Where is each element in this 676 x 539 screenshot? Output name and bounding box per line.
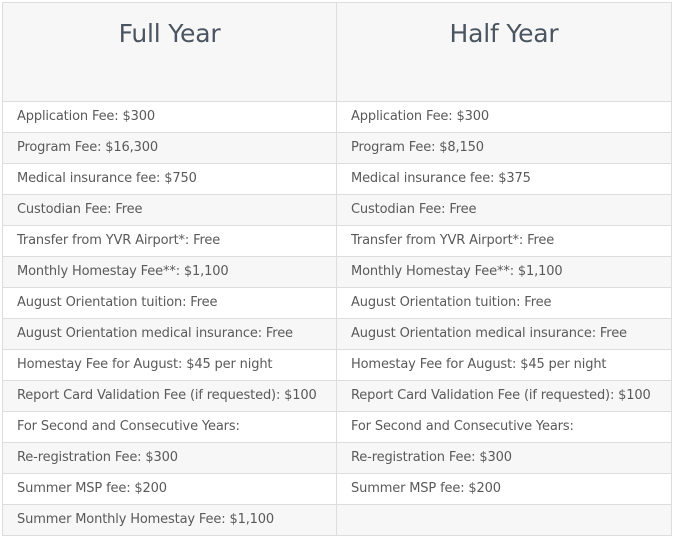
full-year-cell: Monthly Homestay Fee**: $1,100 xyxy=(2,256,337,288)
half-year-cell: Report Card Validation Fee (if requested… xyxy=(336,380,672,412)
full-year-cell: Medical insurance fee: $750 xyxy=(2,163,337,195)
table-header-row: Full Year Half Year xyxy=(2,2,672,102)
half-year-cell: Monthly Homestay Fee**: $1,100 xyxy=(336,256,672,288)
half-year-cell: Application Fee: $300 xyxy=(336,101,672,133)
table-row: For Second and Consecutive Years: For Se… xyxy=(2,411,672,443)
full-year-cell: Summer Monthly Homestay Fee: $1,100 xyxy=(2,504,337,536)
full-year-cell: For Second and Consecutive Years: xyxy=(2,411,337,443)
full-year-cell: Summer MSP fee: $200 xyxy=(2,473,337,505)
half-year-cell: Summer MSP fee: $200 xyxy=(336,473,672,505)
full-year-header: Full Year xyxy=(2,2,337,102)
full-year-cell: Transfer from YVR Airport*: Free xyxy=(2,225,337,257)
full-year-cell: August Orientation medical insurance: Fr… xyxy=(2,318,337,350)
half-year-header: Half Year xyxy=(336,2,672,102)
table-row: Re-registration Fee: $300 Re-registratio… xyxy=(2,442,672,474)
full-year-cell: Application Fee: $300 xyxy=(2,101,337,133)
half-year-cell: Custodian Fee: Free xyxy=(336,194,672,226)
half-year-cell: For Second and Consecutive Years: xyxy=(336,411,672,443)
table-row: Monthly Homestay Fee**: $1,100 Monthly H… xyxy=(2,256,672,288)
half-year-cell: Transfer from YVR Airport*: Free xyxy=(336,225,672,257)
table-row: Transfer from YVR Airport*: Free Transfe… xyxy=(2,225,672,257)
half-year-cell: August Orientation medical insurance: Fr… xyxy=(336,318,672,350)
table-row: Custodian Fee: Free Custodian Fee: Free xyxy=(2,194,672,226)
half-year-cell: Program Fee: $8,150 xyxy=(336,132,672,164)
table-row: Application Fee: $300 Application Fee: $… xyxy=(2,101,672,133)
half-year-cell: Homestay Fee for August: $45 per night xyxy=(336,349,672,381)
full-year-cell: Custodian Fee: Free xyxy=(2,194,337,226)
table-row: Report Card Validation Fee (if requested… xyxy=(2,380,672,412)
full-year-cell: Program Fee: $16,300 xyxy=(2,132,337,164)
table-row: Program Fee: $16,300 Program Fee: $8,150 xyxy=(2,132,672,164)
table-row: Summer Monthly Homestay Fee: $1,100 xyxy=(2,504,672,536)
full-year-cell: Re-registration Fee: $300 xyxy=(2,442,337,474)
table-row: Homestay Fee for August: $45 per night H… xyxy=(2,349,672,381)
full-year-cell: August Orientation tuition: Free xyxy=(2,287,337,319)
half-year-cell: Medical insurance fee: $375 xyxy=(336,163,672,195)
table-row: Summer MSP fee: $200 Summer MSP fee: $20… xyxy=(2,473,672,505)
table-row: Medical insurance fee: $750 Medical insu… xyxy=(2,163,672,195)
half-year-cell xyxy=(336,504,672,536)
full-year-cell: Homestay Fee for August: $45 per night xyxy=(2,349,337,381)
half-year-cell: August Orientation tuition: Free xyxy=(336,287,672,319)
half-year-cell: Re-registration Fee: $300 xyxy=(336,442,672,474)
table-row: August Orientation medical insurance: Fr… xyxy=(2,318,672,350)
table-row: August Orientation tuition: Free August … xyxy=(2,287,672,319)
full-year-cell: Report Card Validation Fee (if requested… xyxy=(2,380,337,412)
